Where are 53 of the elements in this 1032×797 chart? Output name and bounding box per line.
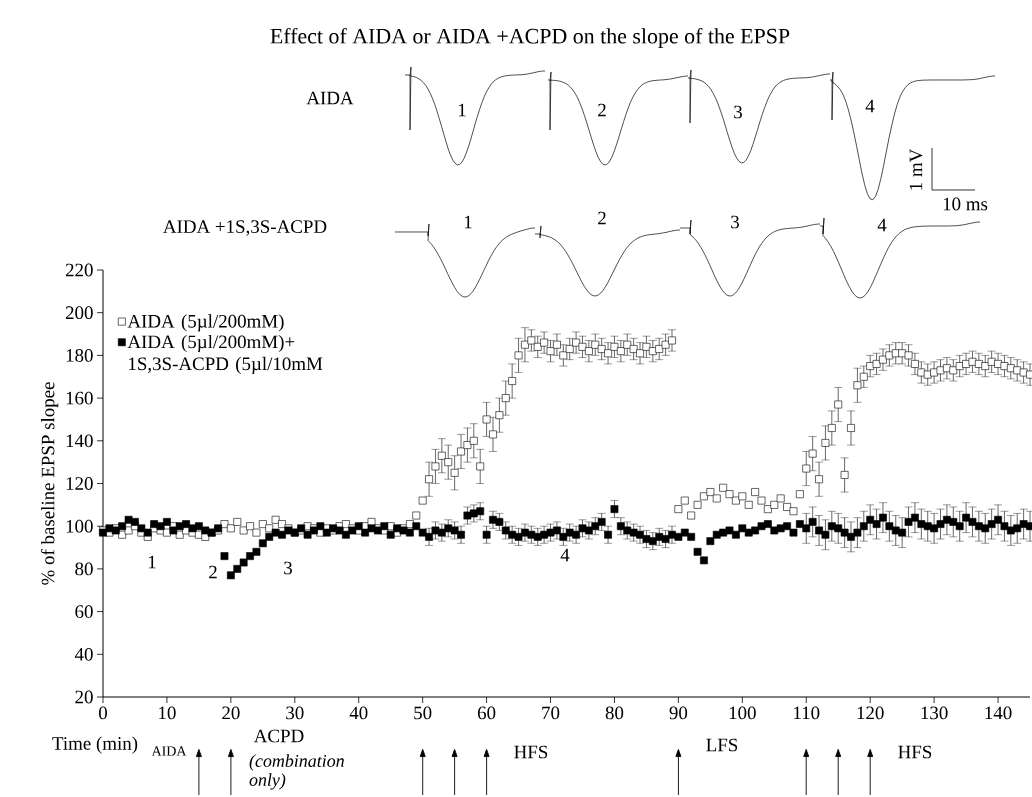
x-tick-label: 20 [222, 706, 240, 720]
y-axis-title: % of baseline EPSP slopee [40, 382, 59, 585]
text: 2 [598, 211, 606, 225]
x-tick-label: 60 [477, 706, 496, 720]
text: 2 [598, 103, 606, 117]
legend-label: AIDA (5µl/200mM)+ 1S,3S-ACPD (5µl/10mM [127, 334, 323, 375]
text: AIDA [151, 746, 187, 756]
x-tick-label: 40 [349, 706, 368, 720]
x-tick-label: 10 [159, 706, 176, 720]
text: 4 [877, 218, 887, 232]
annotation: 2 [209, 565, 217, 579]
x-axis-title: Time (min) [52, 736, 138, 754]
text: LFS [706, 738, 738, 752]
x-tick-label: 90 [669, 706, 688, 720]
text: 1 [464, 215, 472, 229]
text: 10 ms [943, 197, 988, 211]
x-tick-label: 100 [729, 706, 756, 720]
text: (combination only) [249, 754, 344, 790]
y-tick-label: 140 [66, 434, 93, 448]
text: HFS [898, 745, 932, 759]
x-tick-label: 120 [857, 706, 884, 720]
x-tick-label: 130 [921, 706, 948, 720]
annotation: 3 [284, 561, 292, 575]
x-tick-label: 110 [794, 706, 820, 720]
y-tick-label: 80 [75, 562, 93, 576]
y-tick-label: 200 [65, 306, 93, 320]
text: HFS [514, 745, 548, 759]
x-tick-label: 0 [98, 706, 107, 720]
annotation: 1 [148, 555, 156, 569]
text: AIDA [306, 91, 354, 105]
y-tick-label: 220 [65, 263, 93, 277]
x-tick-label: 70 [542, 706, 560, 720]
annotation: 4 [560, 548, 570, 562]
x-tick-label: 50 [414, 706, 432, 720]
text: 4 [865, 99, 875, 113]
text: 1 [458, 103, 466, 117]
y-tick-label: 180 [66, 349, 93, 362]
text: ACPD [253, 729, 304, 743]
legend-label: AIDA (5µl/200mM) [127, 314, 284, 332]
text: 3 [734, 105, 742, 119]
text: 1 mV [909, 148, 923, 190]
x-tick-label: 80 [605, 706, 624, 720]
text: AIDA +1S,3S-ACPD [163, 220, 327, 236]
y-tick-label: 100 [66, 519, 93, 533]
y-tick-label: 120 [66, 477, 93, 490]
y-tick-label: 160 [66, 391, 93, 405]
y-tick-label: 20 [75, 690, 93, 704]
y-tick-label: 40 [74, 647, 93, 661]
chart-title: Effect of AIDA or AIDA +ACPD on the slope of the EPSP [270, 27, 790, 49]
x-tick-label: 30 [286, 706, 304, 720]
text: 3 [731, 215, 739, 229]
y-tick-label: 60 [75, 605, 93, 618]
x-tick-label: 140 [985, 706, 1012, 720]
